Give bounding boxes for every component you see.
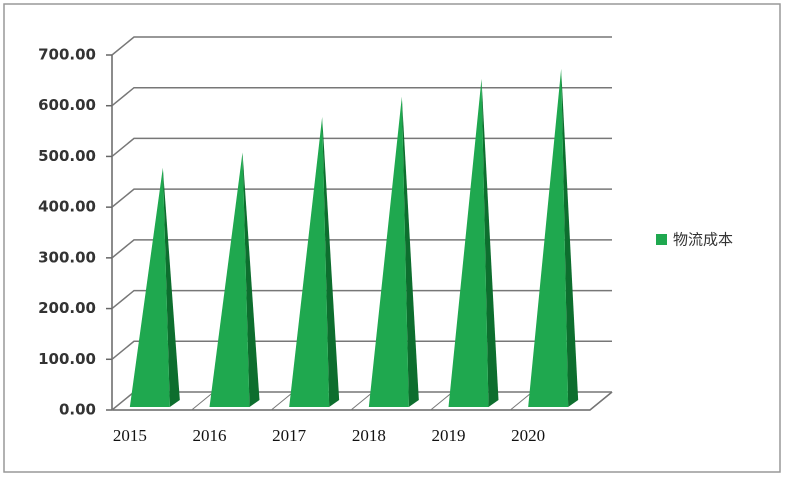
grid-line (111, 36, 612, 56)
y-tick-label: 200.00 (38, 299, 96, 317)
grid-line (111, 137, 612, 158)
grid-line (111, 86, 612, 107)
pyramid-front (448, 78, 489, 407)
pyramid-side (322, 117, 340, 407)
y-tick-label: 700.00 (38, 46, 96, 64)
x-tick-label: 2020 (511, 426, 545, 445)
pyramid-front (129, 167, 170, 407)
pyramid (448, 78, 499, 407)
grid-line (111, 340, 612, 360)
legend-swatch (656, 234, 667, 245)
x-tick-label: 2017 (272, 426, 307, 445)
y-tick-label: 600.00 (38, 96, 96, 114)
x-tick (510, 391, 533, 411)
pyramid-side (242, 152, 260, 407)
x-tick-label: 2015 (113, 426, 147, 445)
x-tick (350, 391, 374, 411)
x-tick (589, 391, 613, 411)
pyramid-front (368, 96, 409, 407)
legend-label: 物流成本 (673, 231, 733, 249)
pyramid (528, 68, 579, 408)
y-tick-label: 300.00 (38, 248, 96, 266)
pyramid-front (209, 152, 250, 407)
pyramid (129, 167, 180, 407)
x-tick-label: 2019 (432, 426, 466, 445)
x-tick (191, 391, 214, 411)
pyramid-front (528, 68, 569, 408)
pyramid-front (289, 117, 330, 407)
x-tick (271, 391, 294, 411)
pyramid (289, 117, 340, 407)
x-tick-label: 2018 (352, 426, 386, 445)
pyramid (209, 152, 260, 407)
y-tick-label: 500.00 (38, 147, 96, 165)
pyramid-side (561, 68, 579, 408)
grid-line (111, 289, 612, 310)
grid-line (111, 188, 612, 208)
x-tick (430, 391, 453, 411)
x-tick-label: 2016 (193, 426, 227, 445)
y-tick-label: 100.00 (38, 350, 96, 368)
pyramid-side (401, 96, 419, 407)
y-tick-label: 400.00 (38, 198, 96, 216)
y-tick-label: 0.00 (59, 401, 96, 419)
pyramid-side (162, 167, 180, 407)
pyramid (368, 96, 419, 407)
grid-line (111, 239, 612, 259)
pyramid-side (481, 78, 499, 407)
